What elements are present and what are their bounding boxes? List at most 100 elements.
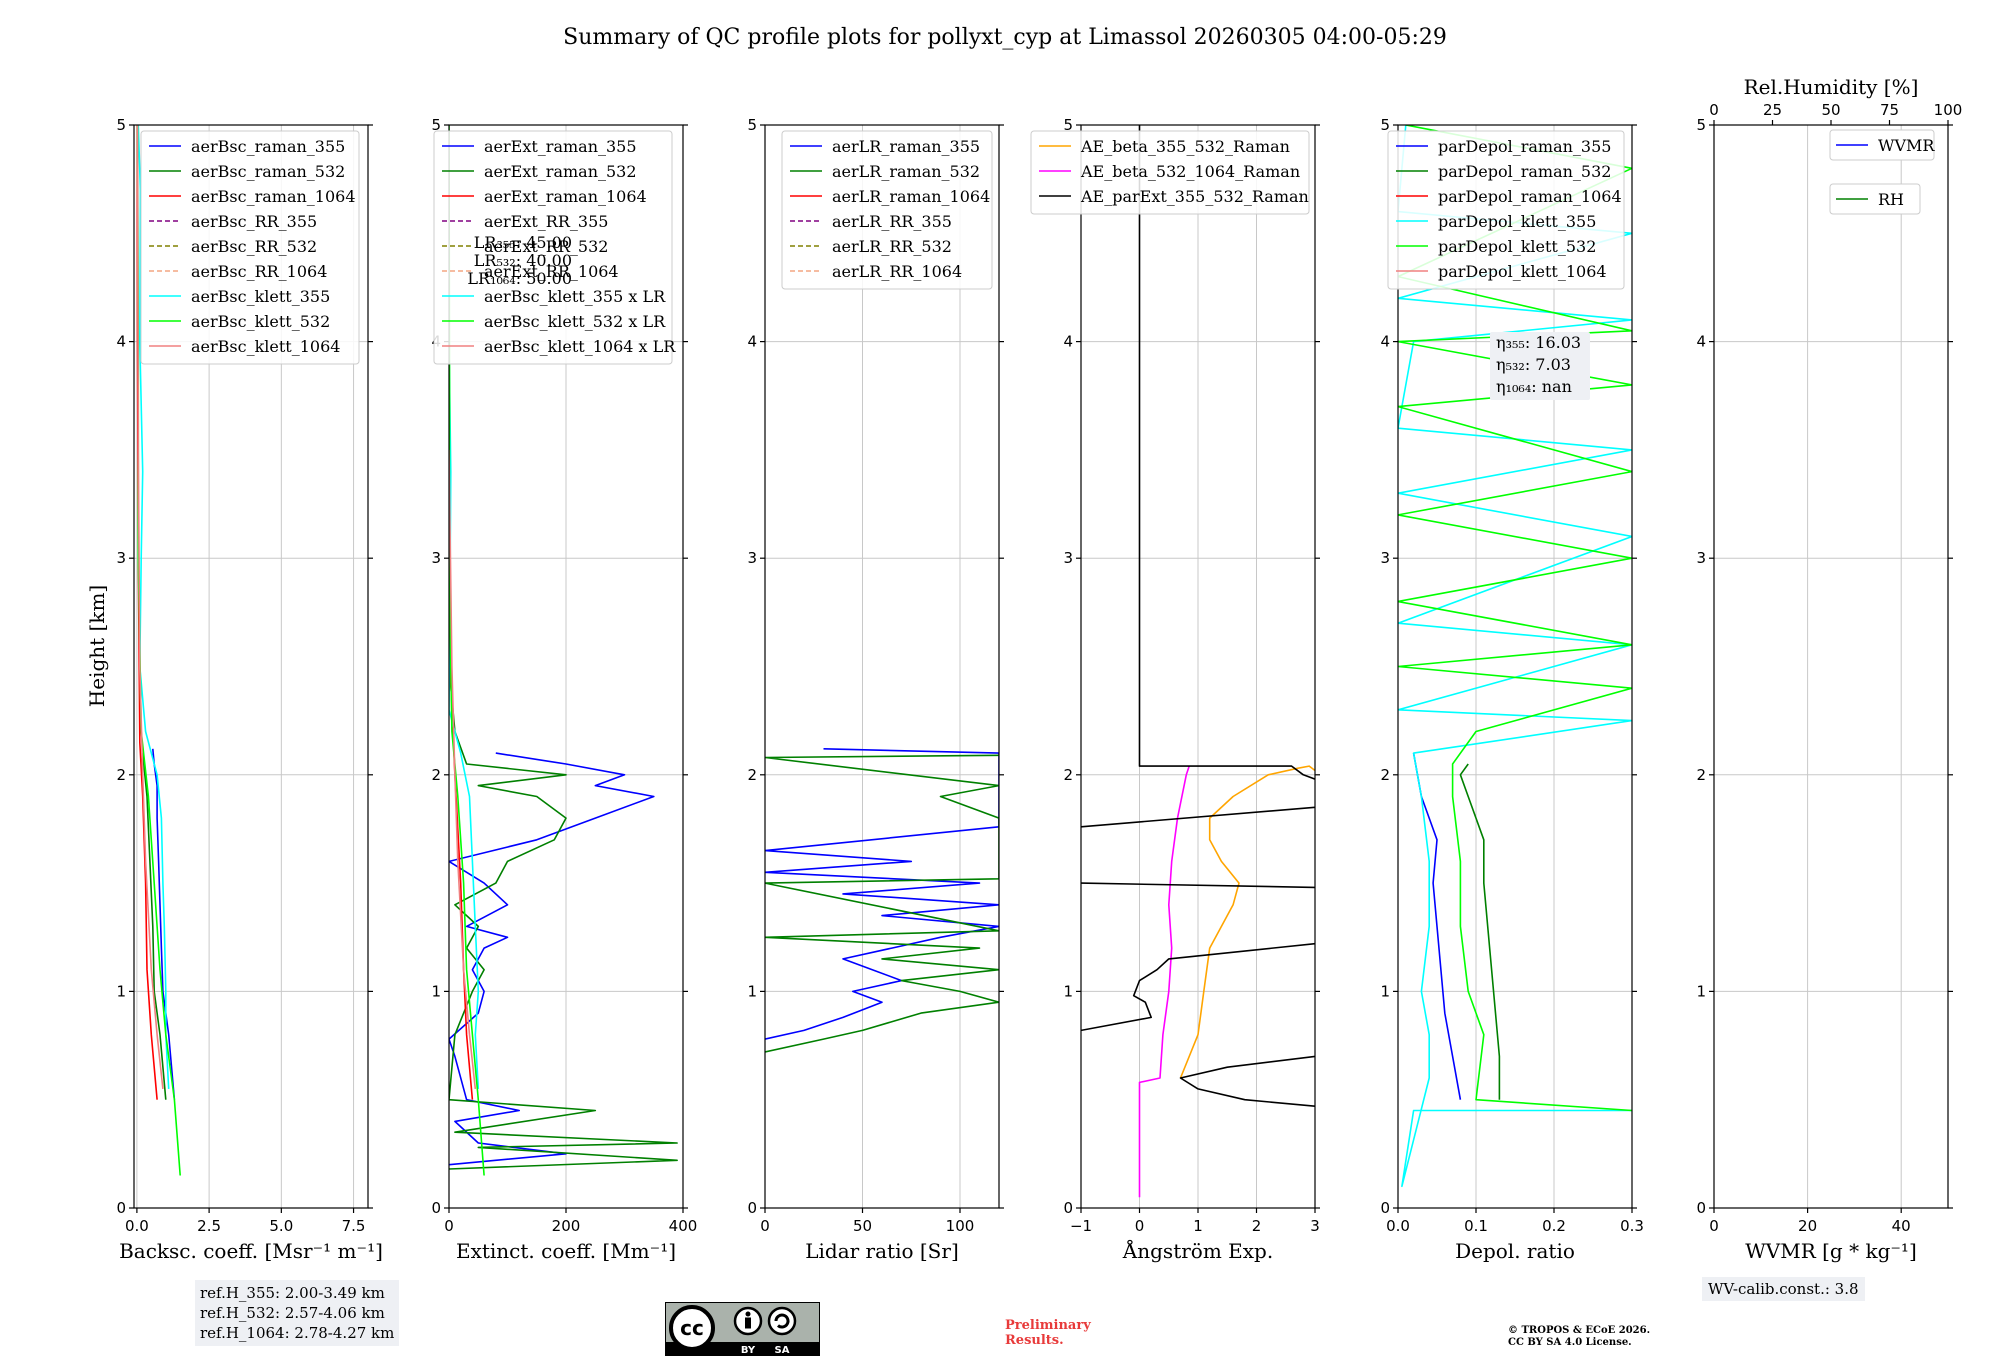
legend-label-lr-2: aerLR_raman_1064 xyxy=(832,187,990,206)
preliminary-line-2: Results. xyxy=(1005,1333,1064,1348)
ytick-label-depol-4: 4 xyxy=(1380,333,1390,351)
xlabel-ae: Ångström Exp. xyxy=(1122,1238,1273,1263)
top-xtick-label-1: 25 xyxy=(1763,101,1782,119)
ytick-label-ext-3: 3 xyxy=(431,549,441,567)
ytick-label-depol-2: 2 xyxy=(1380,766,1390,784)
legend-label-bsc-6: aerBsc_klett_355 xyxy=(191,287,330,306)
legend-label-bsc-0: aerBsc_raman_355 xyxy=(191,137,345,156)
series-AE_parExt_355_532_Raman_e xyxy=(1179,1055,1315,1107)
xtick-label-depol-0: 0.0 xyxy=(1386,1217,1410,1235)
legend-label-ext-8: aerBsc_klett_1064 x LR xyxy=(484,337,676,356)
ytick-label-lr-2: 2 xyxy=(747,766,757,784)
ytick-label-wv-0: 0 xyxy=(1696,1199,1706,1217)
axes-frame-bsc xyxy=(133,124,369,1209)
legend-label-ae-2: AE_parExt_355_532_Raman xyxy=(1080,187,1309,206)
xtick-label-ext-2: 400 xyxy=(669,1217,698,1235)
ytick-label-ae-0: 0 xyxy=(1063,1199,1073,1217)
xtick-label-wv-0: 0 xyxy=(1709,1217,1719,1235)
ytick-label-bsc-5: 5 xyxy=(116,116,126,134)
series-AE_beta_532_1064_Raman xyxy=(1138,765,1190,1198)
ytick-label-wv-4: 4 xyxy=(1696,333,1706,351)
xtick-label-depol-3: 0.3 xyxy=(1620,1217,1644,1235)
xtick-label-bsc-3: 7.5 xyxy=(342,1217,366,1235)
panel-ext: 0123450200400Extinct. coeff. [Mm⁻¹]aerEx… xyxy=(431,116,697,1263)
legend-label-lr-1: aerLR_raman_532 xyxy=(832,162,980,181)
ytick-label-depol-0: 0 xyxy=(1380,1199,1390,1217)
annotation-line-ext-1: LR₅₃₂: 40.00 xyxy=(474,251,572,270)
legend-label-ae-1: AE_beta_532_1064_Raman xyxy=(1080,162,1300,181)
ytick-label-wv-5: 5 xyxy=(1696,116,1706,134)
xtick-label-ext-0: 0 xyxy=(444,1217,454,1235)
legend-label-lr-5: aerLR_RR_1064 xyxy=(832,262,962,281)
ytick-label-depol-5: 5 xyxy=(1380,116,1390,134)
preliminary-results-note: Preliminary Results. xyxy=(1005,1318,1091,1348)
series-aerBsc_klett_355 xyxy=(137,125,170,1089)
ytick-label-lr-3: 3 xyxy=(747,549,757,567)
legend-label-depol-2: parDepol_raman_1064 xyxy=(1438,187,1622,206)
axes-frame-depol xyxy=(1397,124,1633,1209)
legend-label-bsc-8: aerBsc_klett_1064 xyxy=(191,337,340,356)
panel-depol: 0 1 2 3 4 5 0.0 0.1 0.2 0.3 Depol. ratio parDepol_r… xyxy=(1380,116,1643,1263)
top-xtick-label-4: 100 xyxy=(1934,101,1963,119)
legend-label-depol-0: parDepol_raman_355 xyxy=(1438,137,1611,156)
ytick-label-wv-2: 2 xyxy=(1696,766,1706,784)
legend-ae: AE_beta_355_532_Raman AE_beta_532_1064_Ra… xyxy=(1030,130,1310,215)
ytick-label-wv-1: 1 xyxy=(1696,982,1706,1000)
ytick-label-ext-5: 5 xyxy=(431,116,441,134)
legend-wv: WVMR RH xyxy=(1829,129,1935,215)
annotation-line-depol-0: η₃₅₅: 16.03 xyxy=(1496,333,1581,352)
xtick-label-depol-1: 0.1 xyxy=(1464,1217,1488,1235)
top-xtick-label-2: 50 xyxy=(1821,101,1840,119)
legend-label-bsc-1: aerBsc_raman_532 xyxy=(191,162,345,181)
annotation-line-ext-0: LR₃₅₅: 45.00 xyxy=(474,233,572,252)
ytick-label-depol-1: 1 xyxy=(1380,982,1390,1000)
xtick-label-bsc-1: 2.5 xyxy=(197,1217,221,1235)
ytick-label-ae-1: 1 xyxy=(1063,982,1073,1000)
xtick-label-wv-1: 20 xyxy=(1798,1217,1817,1235)
xtick-label-ae-2: 1 xyxy=(1193,1217,1203,1235)
ytick-label-bsc-3: 3 xyxy=(116,549,126,567)
xlabel-wv: WVMR [g * kg⁻¹] xyxy=(1745,1239,1917,1263)
legend-label-ext-1: aerExt_raman_532 xyxy=(484,162,637,181)
xtick-label-ae-0: −1 xyxy=(1070,1217,1092,1235)
legend-label-depol-5: parDepol_klett_1064 xyxy=(1438,262,1607,281)
series-AE_parExt_355_532_Raman xyxy=(1138,125,1315,780)
top-xlabel-wv: Rel.Humidity [%] xyxy=(1744,75,1919,99)
xtick-label-lr-1: 50 xyxy=(853,1217,872,1235)
top-xtick-label-3: 75 xyxy=(1880,101,1899,119)
series-AE_parExt_355_532_Raman_d xyxy=(1081,942,1315,1032)
y-axis-label: Height [km] xyxy=(85,585,109,707)
legend-label-depol-3: parDepol_klett_355 xyxy=(1438,212,1596,231)
xtick-label-wv-2: 40 xyxy=(1892,1217,1911,1235)
annotation-line-ext-2: LR₁₀₆₄: 50.00 xyxy=(467,269,572,288)
ytick-label-lr-4: 4 xyxy=(747,333,757,351)
annotation-line-depol-1: η₅₃₂: 7.03 xyxy=(1496,355,1571,374)
panel-bsc: 0 1 2 3 4 5 0.0 2.5 5.0 7.5 Backsc. coeff. [Msr⁻¹ … xyxy=(116,116,382,1263)
legend-lr: aerLR_raman_355 aerLR_raman_532 aerLR_rama… xyxy=(781,130,993,290)
ytick-label-ae-3: 3 xyxy=(1063,549,1073,567)
xtick-label-ae-1: 0 xyxy=(1135,1217,1145,1235)
legend-label-ext-4: aerExt_RR_532 xyxy=(484,237,608,256)
legend-bsc: aerBsc_raman_355 aerBsc_raman_532 aerBsc_r… xyxy=(140,130,360,365)
sa-label: SA xyxy=(775,1345,790,1356)
top-xtick-label-0: 0 xyxy=(1709,101,1719,119)
series-parDepol_klett_532 xyxy=(1398,125,1632,1112)
xtick-label-bsc-2: 5.0 xyxy=(269,1217,293,1235)
series-aerBsc_raman_532 xyxy=(141,753,167,1100)
xtick-label-ae-4: 3 xyxy=(1310,1217,1320,1235)
legend-label-ae-0: AE_beta_355_532_Raman xyxy=(1080,137,1290,156)
copyright-line-1: © TROPOS & ECoE 2026. xyxy=(1508,1325,1651,1336)
ytick-label-bsc-1: 1 xyxy=(116,982,126,1000)
series-AE_parExt_355_532_Raman_c xyxy=(1081,882,1315,889)
ytick-label-ae-2: 2 xyxy=(1063,766,1073,784)
xtick-label-lr-0: 0 xyxy=(760,1217,770,1235)
legend-label-depol-1: parDepol_raman_532 xyxy=(1438,162,1611,181)
legend-label-lr-0: aerLR_raman_355 xyxy=(832,137,980,156)
xtick-label-ae-3: 2 xyxy=(1252,1217,1262,1235)
series-aerBsc_klett_1064 xyxy=(136,125,164,1089)
ytick-label-lr-0: 0 xyxy=(747,1199,757,1217)
ytick-label-bsc-2: 2 xyxy=(116,766,126,784)
series-group-depol xyxy=(1398,125,1632,1188)
